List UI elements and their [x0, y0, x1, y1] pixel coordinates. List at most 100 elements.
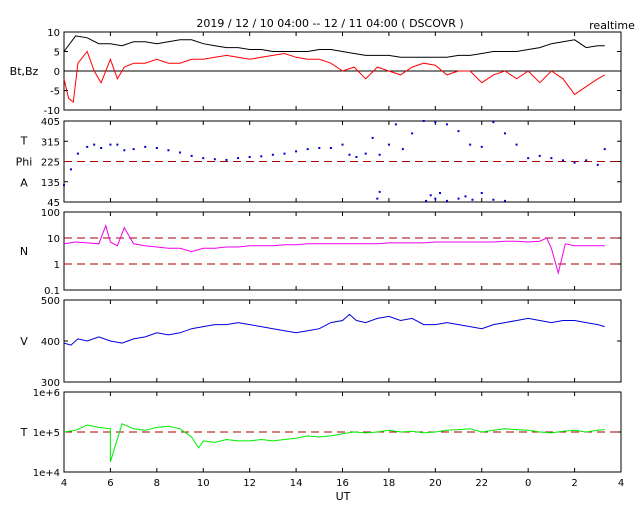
- density-panel: 100 10 1 0.1 N: [20, 208, 622, 297]
- phi-point: [438, 192, 441, 194]
- phi-ytick-label: 405: [41, 117, 60, 128]
- phi-point: [469, 143, 472, 146]
- phi-point: [464, 195, 467, 198]
- phi-point: [213, 158, 216, 161]
- phi-point: [248, 156, 251, 158]
- mag-panel: 10 5 0 -5 -10 Bt,Bz: [10, 28, 622, 117]
- x-tick-label: 2: [571, 478, 577, 489]
- phi-ytick-label: 315: [41, 137, 60, 148]
- phi-point: [445, 123, 448, 126]
- phi-point: [132, 148, 135, 151]
- phi-point: [306, 148, 309, 151]
- temperature-panel: 1e+6 1e+5 1e+4 T: [20, 388, 622, 479]
- velocity-ytick-label: 400: [41, 337, 60, 348]
- phi-point: [348, 153, 351, 156]
- x-tick-label: 4: [61, 478, 67, 489]
- phi-ytick-label: 225: [41, 158, 60, 169]
- phi-point: [434, 121, 437, 124]
- phi-point: [573, 161, 576, 164]
- phi-point: [237, 157, 240, 160]
- mag-series-bz: [63, 50, 606, 104]
- mag-ytick-label: 0: [54, 67, 60, 78]
- density-ytick-label: 0.1: [44, 286, 60, 297]
- phi-point: [364, 152, 367, 155]
- phi-point: [457, 130, 460, 133]
- chart-title: 2019 / 12 / 10 04:00 -- 12 / 11 04:00 ( …: [196, 17, 463, 30]
- phi-point: [550, 157, 553, 160]
- velocity-ytick-label: 300: [41, 378, 60, 389]
- phi-point: [538, 154, 541, 157]
- phi-point: [355, 156, 358, 158]
- phi-point: [503, 132, 506, 135]
- phi-point: [376, 197, 379, 200]
- temperature-series-t: [63, 423, 605, 462]
- phi-point: [271, 153, 274, 156]
- phi-point: [329, 147, 332, 149]
- phi-point: [603, 148, 606, 151]
- mag-ytick-label: 10: [47, 28, 60, 39]
- phi-ylabel: A: [20, 177, 28, 190]
- mag-ytick-label: -5: [50, 87, 60, 98]
- x-tick-label: 16: [336, 478, 349, 489]
- phi-point: [167, 149, 170, 152]
- phi-point: [585, 159, 588, 162]
- phi-point: [492, 121, 495, 124]
- x-tick-label: 12: [243, 478, 256, 489]
- phi-point: [378, 190, 381, 193]
- phi-point: [387, 143, 390, 146]
- phi-point: [445, 199, 448, 202]
- phi-point: [341, 143, 344, 146]
- phi-point: [155, 147, 158, 149]
- phi-point: [425, 199, 428, 202]
- x-tick-label: 20: [429, 478, 442, 489]
- temperature-ytick-label: 1e+5: [33, 428, 60, 439]
- velocity-frame: [63, 299, 622, 383]
- phi-ylabel: Phi: [16, 156, 33, 169]
- phi-point: [69, 168, 72, 171]
- mag-ylabel: Bt,Bz: [10, 65, 39, 78]
- temperature-ytick-label: 1e+4: [33, 468, 60, 479]
- velocity-ylabel: V: [20, 335, 28, 348]
- phi-point: [144, 145, 147, 148]
- phi-point: [100, 147, 103, 149]
- phi-point: [283, 152, 286, 155]
- velocity-series-v: [63, 313, 605, 346]
- phi-point: [527, 157, 530, 160]
- x-axis: 4 6 8 10 12 14 16 18 20 22 0 2 4: [61, 478, 624, 489]
- realtime-label: realtime: [589, 19, 635, 32]
- mag-ytick-label: 5: [54, 48, 60, 59]
- x-tick-label: 0: [525, 478, 531, 489]
- x-axis-label: UT: [336, 490, 351, 503]
- phi-point: [63, 184, 65, 187]
- density-ylabel: N: [20, 245, 28, 258]
- temperature-ylabel: T: [20, 426, 28, 439]
- phi-point: [295, 150, 298, 153]
- x-tick-label: 4: [618, 478, 624, 489]
- x-tick-label: 18: [383, 478, 396, 489]
- phi-point: [401, 148, 404, 151]
- phi-point: [378, 153, 381, 156]
- phi-point: [116, 143, 119, 146]
- panels: 1050-5-10Bt,Bz40531522513545TPhiA1001010…: [10, 28, 625, 489]
- velocity-panel: 500 400 300 V: [20, 296, 622, 389]
- phi-point: [123, 149, 126, 152]
- phi-point: [260, 155, 263, 158]
- phi-point: [109, 143, 112, 146]
- phi-point: [202, 157, 205, 160]
- phi-point: [225, 158, 228, 161]
- phi-point: [179, 151, 182, 154]
- phi-point: [371, 136, 374, 139]
- phi-point: [190, 154, 193, 157]
- phi-point: [411, 132, 414, 135]
- phi-point: [492, 198, 495, 201]
- x-tick-label: 6: [107, 478, 113, 489]
- density-frame: [63, 211, 622, 291]
- phi-ylabel: T: [20, 135, 28, 148]
- phi-point: [561, 159, 564, 162]
- temperature-ytick-label: 1e+6: [33, 388, 60, 399]
- phi-point: [394, 123, 397, 126]
- density-ytick-label: 10: [47, 234, 60, 245]
- x-tick-label: 22: [475, 478, 488, 489]
- phi-point: [434, 197, 437, 200]
